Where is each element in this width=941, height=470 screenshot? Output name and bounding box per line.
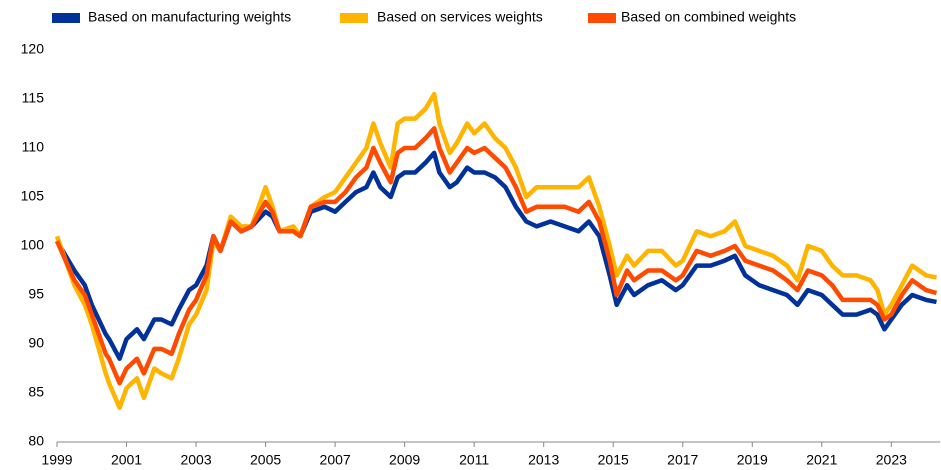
legend-swatch bbox=[52, 13, 80, 23]
y-tick-label: 110 bbox=[22, 139, 45, 155]
x-tick-label: 2011 bbox=[459, 452, 489, 468]
x-tick-label: 2019 bbox=[737, 452, 768, 468]
x-tick-label: 2015 bbox=[598, 452, 629, 468]
y-tick-label: 95 bbox=[28, 286, 44, 302]
x-tick-label: 2007 bbox=[320, 452, 351, 468]
x-tick-label: 2021 bbox=[806, 452, 837, 468]
x-tick-label: 1999 bbox=[41, 452, 72, 468]
x-tick-label: 2013 bbox=[528, 452, 559, 468]
y-tick-label: 80 bbox=[28, 433, 44, 449]
legend-label: Based on combined weights bbox=[621, 9, 796, 25]
x-tick-label: 2023 bbox=[876, 452, 907, 468]
series-line bbox=[55, 150, 937, 361]
x-tick-label: 2009 bbox=[389, 452, 420, 468]
x-tick-label: 2003 bbox=[180, 452, 211, 468]
y-tick-label: 85 bbox=[28, 384, 44, 400]
x-tick-label: 2005 bbox=[250, 452, 281, 468]
y-tick-label: 120 bbox=[21, 41, 45, 57]
series-line bbox=[54, 91, 937, 410]
y-tick-label: 100 bbox=[21, 237, 45, 253]
legend-swatch bbox=[340, 13, 368, 23]
legend-label: Based on manufacturing weights bbox=[88, 9, 291, 25]
x-tick-label: 2017 bbox=[667, 452, 698, 468]
y-tick-label: 105 bbox=[21, 188, 45, 204]
series-line bbox=[54, 126, 938, 386]
legend-label: Based on services weights bbox=[377, 9, 543, 25]
y-tick-label: 115 bbox=[22, 90, 45, 106]
legend-swatch bbox=[588, 13, 616, 23]
y-tick-label: 90 bbox=[28, 335, 44, 351]
legend: Based on manufacturing weights Based on s… bbox=[52, 9, 796, 25]
x-tick-label: 2001 bbox=[111, 452, 142, 468]
